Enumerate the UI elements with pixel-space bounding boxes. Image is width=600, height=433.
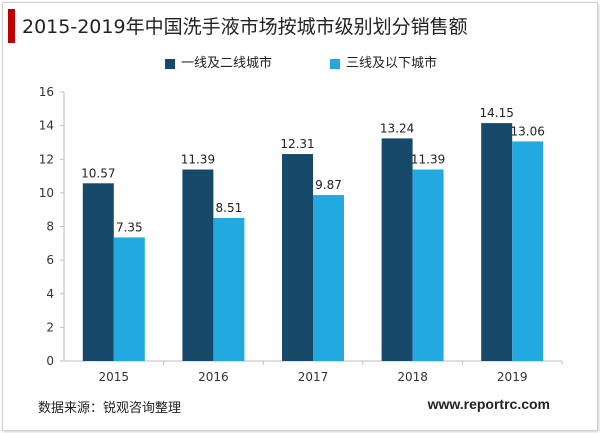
bar-series-2 <box>113 237 145 361</box>
y-tick-label: 4 <box>46 287 54 301</box>
data-label: 10.57 <box>81 166 115 180</box>
y-tick-label: 8 <box>46 220 54 234</box>
bar-series-2 <box>412 169 444 361</box>
bar-series-1 <box>82 183 114 361</box>
legend: 一线及二线城市 三线及以下城市 <box>0 54 600 74</box>
data-label: 12.31 <box>280 137 314 151</box>
data-label: 13.24 <box>380 121 414 135</box>
x-tick-label: 2019 <box>497 370 528 384</box>
legend-swatch-series-1 <box>165 59 175 69</box>
data-label: 11.39 <box>411 153 445 167</box>
source-note: 数据来源：锐观咨询整理 <box>38 401 182 416</box>
y-tick-label: 6 <box>46 253 54 267</box>
data-label: 11.39 <box>181 153 215 167</box>
title-accent-bar <box>8 9 15 43</box>
legend-swatch-series-2 <box>330 59 340 69</box>
x-tick-label: 2017 <box>298 370 329 384</box>
data-label: 14.15 <box>480 106 514 120</box>
website-url: www.reportrc.com <box>427 396 550 412</box>
x-tick-label: 2018 <box>397 370 428 384</box>
bar-series-1 <box>182 169 214 361</box>
bar-series-2 <box>213 217 245 361</box>
bar-series-2 <box>512 141 544 361</box>
y-tick-label: 2 <box>46 320 54 334</box>
data-label: 13.06 <box>511 124 545 138</box>
data-label: 7.35 <box>116 220 143 234</box>
bar-series-1 <box>381 138 413 361</box>
data-label: 8.51 <box>216 201 243 215</box>
y-tick-label: 0 <box>46 354 54 368</box>
y-tick-label: 10 <box>39 186 54 200</box>
legend-label-series-1: 一线及二线城市 <box>181 56 273 71</box>
y-tick-label: 16 <box>39 85 54 99</box>
y-tick-label: 12 <box>39 152 54 166</box>
y-tick-label: 14 <box>39 119 54 133</box>
chart-title: 2015-2019年中国洗手液市场按城市级别划分销售额 <box>22 16 468 38</box>
legend-label-series-2: 三线及以下城市 <box>346 56 438 71</box>
bar-series-1 <box>282 154 313 361</box>
data-label: 9.87 <box>315 178 342 192</box>
bar-series-2 <box>313 195 344 361</box>
x-tick-label: 2016 <box>198 370 229 384</box>
x-tick-label: 2015 <box>99 370 130 384</box>
bar-series-1 <box>481 123 513 362</box>
